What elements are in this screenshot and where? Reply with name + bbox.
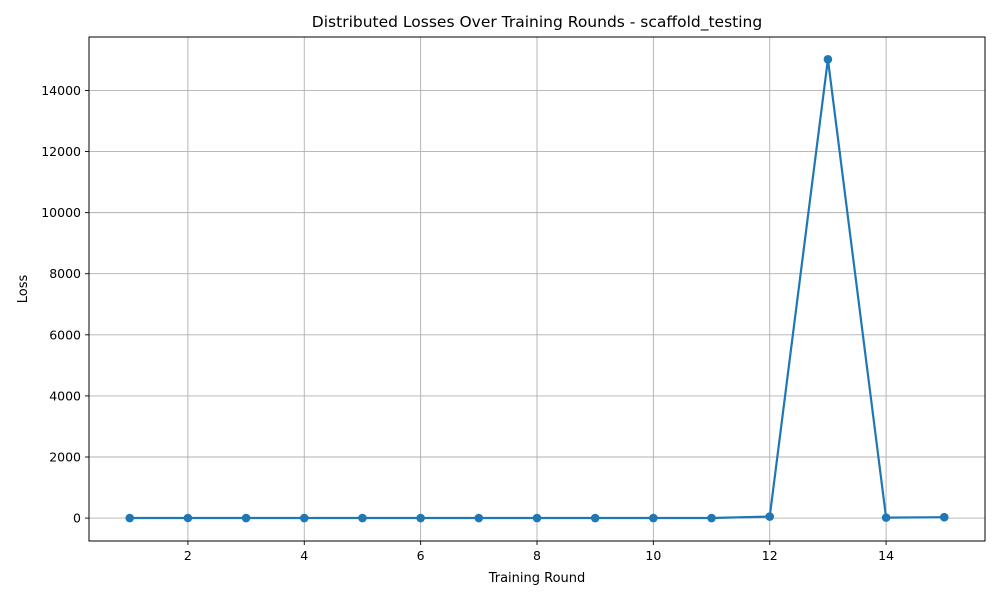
grid-lines (89, 37, 985, 541)
data-point (299, 513, 309, 523)
x-tick-label: 4 (300, 548, 308, 563)
data-point (823, 54, 833, 64)
data-point (707, 513, 716, 523)
data-point (416, 513, 425, 523)
data-point (590, 513, 600, 523)
data-point (125, 513, 135, 523)
x-tick-label: 10 (645, 548, 661, 563)
data-point (649, 513, 658, 523)
axis-ticks: 2 4 6 8 10 12 14 0 2000 4000 6000 8000 10000 12000 140… (41, 83, 894, 563)
x-tick-label: 12 (762, 548, 778, 563)
x-tick-label: 14 (878, 548, 894, 563)
y-tick-label: 12000 (41, 144, 81, 159)
y-tick-label: 0 (73, 511, 81, 526)
data-point (532, 513, 542, 523)
data-point (183, 513, 193, 523)
series-loss (125, 54, 949, 523)
data-point (765, 512, 775, 521)
data-point (881, 513, 891, 522)
y-tick-label: 10000 (41, 205, 81, 220)
data-point (241, 513, 251, 523)
data-point (939, 512, 949, 522)
x-axis-label: Training Round (488, 571, 586, 586)
y-tick-label: 14000 (41, 83, 81, 98)
y-tick-label: 8000 (49, 266, 81, 281)
y-axis-label: Loss (16, 275, 31, 304)
data-point (474, 513, 484, 523)
x-tick-label: 8 (533, 548, 541, 563)
x-tick-label: 6 (417, 548, 425, 563)
x-tick-label: 2 (184, 548, 192, 563)
chart-title: Distributed Losses Over Training Rounds … (312, 13, 762, 32)
y-tick-label: 4000 (49, 388, 81, 403)
y-tick-label: 6000 (49, 327, 81, 342)
data-point (358, 513, 367, 523)
y-tick-label: 2000 (49, 450, 81, 465)
